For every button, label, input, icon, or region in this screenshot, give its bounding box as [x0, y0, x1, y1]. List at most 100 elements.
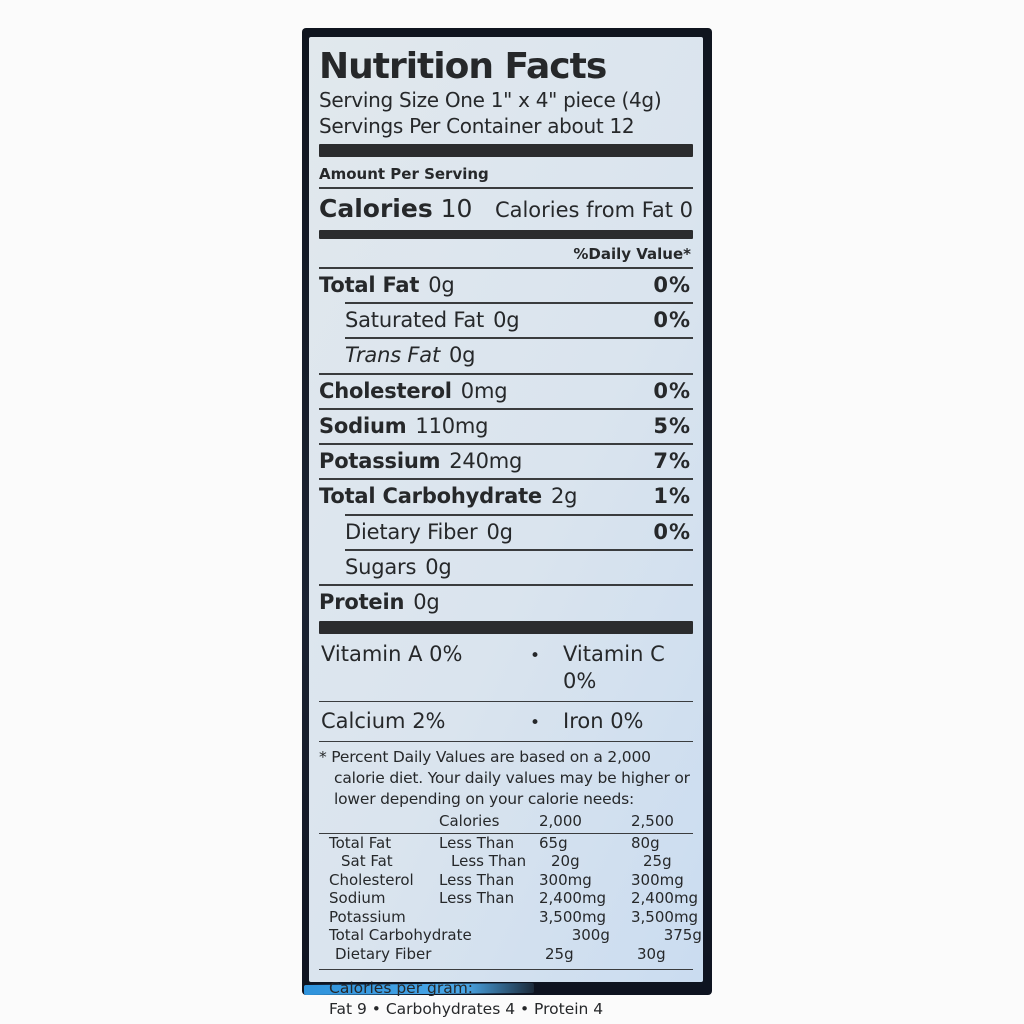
- dv-row-label: Sodium: [329, 889, 386, 907]
- dv-row-qualifier: [439, 908, 539, 927]
- dv-row-qualifier: [472, 926, 572, 945]
- divider: [345, 302, 693, 304]
- label-title: Nutrition Facts: [319, 46, 607, 87]
- nutrient-row-trans-fat: Trans Fat 0g: [319, 339, 693, 372]
- nutrient-name: Sugars: [345, 554, 417, 579]
- vitamin-row-1: Vitamin A 0% • Vitamin C 0%: [319, 635, 693, 701]
- divider: [319, 584, 693, 586]
- dv-row-label: Total Carbohydrate: [329, 926, 472, 944]
- calories-per-gram-values: Fat 9 • Carbohydrates 4 • Protein 4: [329, 1000, 604, 1018]
- calories-per-gram-title: Calories per gram:: [329, 979, 474, 997]
- divider: [319, 407, 693, 410]
- dv-row-2500: 300mg: [631, 870, 684, 889]
- divider: [319, 969, 693, 970]
- divider: [345, 513, 693, 516]
- dv-table-row: Potassium 3,500mg 3,500mg: [319, 907, 698, 927]
- nutrient-row-sugars: Sugars 0g: [319, 551, 693, 584]
- dv-row-label: Sat Fat: [341, 852, 393, 870]
- nutrient-row-total-fat: Total Fat 0g 0%: [319, 269, 693, 302]
- nutrient-amount: 0g: [428, 272, 455, 297]
- vitamin-a-value: Vitamin A 0%: [321, 642, 463, 667]
- nutrient-amount: 0g: [493, 308, 520, 332]
- dv-row-2500: 80g: [631, 833, 660, 852]
- nutrient-name: Saturated Fat: [345, 308, 485, 332]
- thick-divider-vitamins: [319, 621, 693, 635]
- dv-table-header: Calories 2,000 2,500: [319, 812, 693, 831]
- calories-value: Calories 10: [319, 193, 472, 224]
- dv-table-row: Sat Fat Less Than 20g 25g: [319, 852, 693, 871]
- nutrient-name: Potassium: [319, 449, 441, 473]
- nutrient-name: Trans Fat: [345, 343, 441, 368]
- dv-row-2000: 20g: [551, 852, 580, 870]
- divider: [319, 741, 693, 742]
- package-edge: Nutrition Facts Serving Size One 1" x 4"…: [302, 28, 712, 1018]
- nutrient-row-total-carbohydrate: Total Carbohydrate 2g 1%: [319, 480, 693, 513]
- nutrient-row-saturated-fat: Saturated Fat 0g 0%: [319, 304, 693, 337]
- dv-table-header-2500: 2,500: [631, 812, 674, 830]
- daily-value-header: %Daily Value*: [573, 245, 691, 263]
- bullet-icon: •: [529, 646, 541, 667]
- dv-row-label: Cholesterol: [329, 870, 414, 889]
- nutrient-dv: 0%: [653, 308, 691, 332]
- nutrient-dv: 7%: [653, 449, 691, 473]
- dv-row-2000: 65g: [539, 833, 568, 852]
- nutrient-dv: 0%: [653, 519, 691, 544]
- nutrient-dv: 0%: [653, 272, 691, 297]
- nutrient-amount: 0g: [449, 343, 476, 368]
- thick-divider-calories: [319, 230, 693, 239]
- dv-table-row: Dietary Fiber 25g 30g: [319, 945, 693, 964]
- dv-table-header-calories: Calories: [439, 812, 500, 830]
- divider: [319, 832, 693, 834]
- calories-per-gram-block: Calories per gram: Fat 9 • Carbohydrates…: [319, 978, 693, 1020]
- nutrient-amount: 240mg: [449, 449, 523, 473]
- dv-row-2000: 25g: [545, 944, 574, 963]
- nutrient-name: Total Fat: [319, 272, 420, 297]
- dv-row-qualifier: Less Than: [439, 833, 515, 852]
- nutrient-amount: 0g: [425, 554, 452, 579]
- dv-row-2000: 2,400mg: [539, 889, 607, 907]
- nutrient-row-dietary-fiber: Dietary Fiber 0g 0%: [319, 516, 693, 549]
- dv-row-2000: 3,500mg: [539, 907, 607, 926]
- dv-row-2000: 300mg: [539, 870, 592, 889]
- divider: [345, 337, 693, 340]
- dv-table-row: Cholesterol Less Than 300mg 300mg: [319, 871, 693, 890]
- nutrient-name: Cholesterol: [319, 378, 452, 403]
- daily-values-footnote: * Percent Daily Values are based on a 2,…: [319, 748, 690, 808]
- calories-label: Calories: [319, 193, 433, 223]
- dv-table-row: Total Carbohydrate 300g 375g: [319, 926, 702, 945]
- nutrient-amount: 110mg: [415, 413, 489, 438]
- calcium-value: Calcium 2%: [321, 708, 446, 733]
- thick-divider-top: [319, 144, 693, 157]
- amount-per-serving-label: Amount Per Serving: [319, 165, 489, 183]
- divider: [319, 186, 693, 189]
- calories-from-fat: Calories from Fat 0: [494, 197, 693, 222]
- nutrient-row-sodium: Sodium 110mg 5%: [319, 410, 693, 443]
- nutrient-amount: 0g: [486, 519, 513, 544]
- nutrient-dv: 5%: [653, 413, 691, 438]
- dv-row-2500: 2,400mg: [631, 889, 699, 907]
- dv-table-header-spacer: [319, 812, 439, 831]
- serving-size-line: Serving Size One 1" x 4" piece (4g): [319, 88, 662, 112]
- dv-row-qualifier: Less Than: [439, 870, 515, 889]
- nutrient-name: Sodium: [319, 413, 407, 438]
- nutrient-row-cholesterol: Cholesterol 0mg 0%: [319, 375, 693, 408]
- dv-row-2500: 25g: [643, 852, 672, 870]
- nutrient-name: Dietary Fiber: [345, 519, 478, 544]
- dv-row-2500: 375g: [663, 926, 702, 944]
- iron-value: Iron 0%: [563, 708, 644, 733]
- dv-row-qualifier: [445, 945, 545, 964]
- divider: [319, 700, 693, 702]
- nutrient-dv: 0%: [653, 378, 691, 403]
- dv-row-qualifier: Less Than: [451, 852, 527, 870]
- bullet-icon: •: [529, 712, 541, 733]
- nutrient-name: Total Carbohydrate: [319, 484, 542, 509]
- nutrition-facts-label: Nutrition Facts Serving Size One 1" x 4"…: [309, 37, 703, 1018]
- nutrient-amount: 0g: [413, 590, 440, 614]
- vitamin-c-value: Vitamin C 0%: [563, 642, 665, 693]
- dv-row-qualifier: Less Than: [439, 889, 515, 907]
- dv-row-label: Potassium: [329, 907, 406, 926]
- nutrient-name: Protein: [319, 590, 405, 614]
- nutrient-amount: 0mg: [460, 378, 508, 403]
- dv-row-label: Dietary Fiber: [335, 944, 432, 963]
- divider: [319, 478, 693, 481]
